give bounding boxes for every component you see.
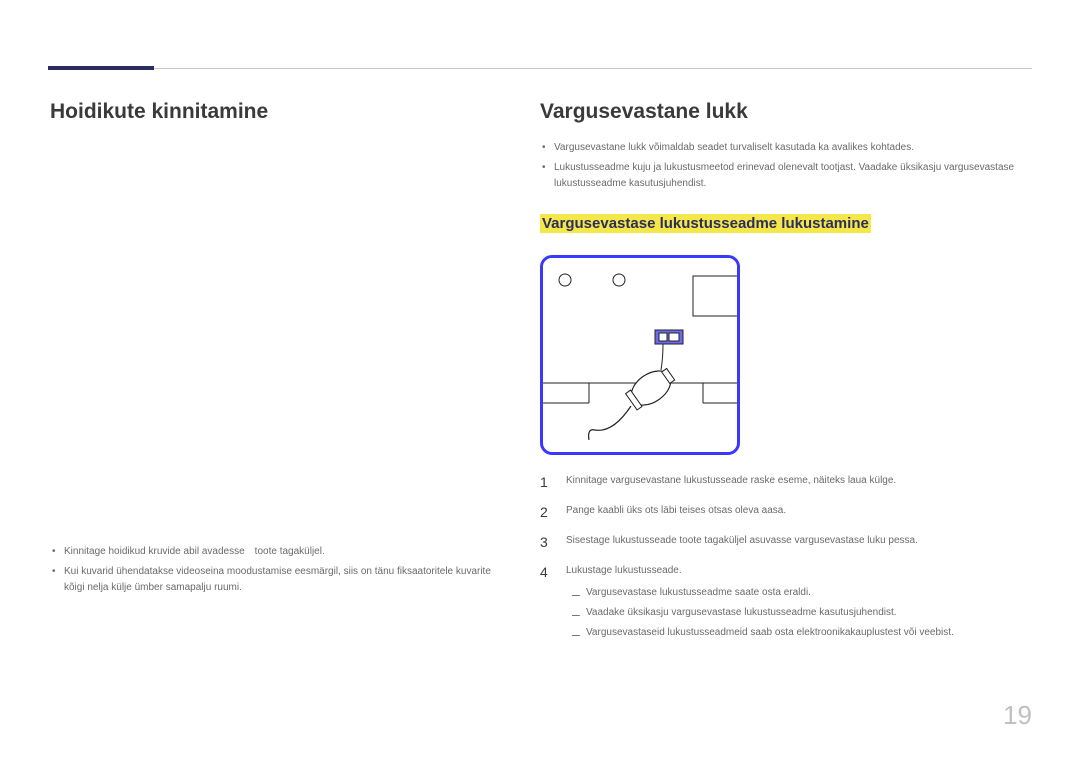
step-item: 1 Kinnitage vargusevastane lukustusseade… — [540, 473, 1030, 489]
left-column: Hoidikute kinnitamine Kinnitage hoidikud… — [50, 100, 510, 600]
left-bullets: Kinnitage hoidikud kruvide abil avadesse… — [50, 544, 510, 596]
header-rule — [48, 68, 1032, 69]
left-bullet-item: Kui kuvarid ühendatakse videoseina moodu… — [50, 564, 510, 596]
right-bullets: Vargusevastane lukk võimaldab seadet tur… — [540, 140, 1030, 192]
note-item: Vaadake üksikasju vargusevastase lukustu… — [566, 605, 1030, 621]
step-text: Lukustage lukustusseade. — [566, 565, 682, 576]
right-subheading: Vargusevastase lukustusseadme lukustamin… — [540, 214, 871, 233]
steps-list: 1 Kinnitage vargusevastane lukustusseade… — [540, 473, 1030, 641]
right-bullet-item: Vargusevastane lukk võimaldab seadet tur… — [540, 140, 1030, 156]
step-text: Sisestage lukustusseade toote tagaküljel… — [566, 535, 918, 546]
step-item: 3 Sisestage lukustusseade toote tagakülj… — [540, 533, 1030, 549]
step-number: 4 — [540, 561, 548, 583]
step-item: 2 Pange kaabli üks ots läbi teises otsas… — [540, 503, 1030, 519]
lock-diagram-svg — [543, 258, 740, 455]
step-number: 1 — [540, 471, 548, 493]
step-number: 2 — [540, 501, 548, 523]
right-bullet-item: Lukustusseadme kuju ja lukustusmeetod er… — [540, 160, 1030, 192]
step-text: Pange kaabli üks ots läbi teises otsas o… — [566, 505, 786, 516]
page-number: 19 — [1003, 700, 1032, 731]
left-bullet-item: Kinnitage hoidikud kruvide abil avadesse… — [50, 544, 510, 560]
right-column: Vargusevastane lukk Vargusevastane lukk … — [540, 100, 1030, 655]
note-item: Vargusevastaseid lukustusseadmeid saab o… — [566, 625, 1030, 641]
header-accent-bar — [48, 66, 154, 70]
step-number: 3 — [540, 531, 548, 553]
step-item: 4 Lukustage lukustusseade. Vargusevastas… — [540, 563, 1030, 641]
lock-diagram — [540, 255, 740, 455]
note-item: Vargusevastase lukustusseadme saate osta… — [566, 585, 1030, 601]
step-text: Kinnitage vargusevastane lukustusseade r… — [566, 475, 896, 486]
right-title: Vargusevastane lukk — [540, 100, 1030, 124]
left-title: Hoidikute kinnitamine — [50, 100, 510, 124]
notes-list: Vargusevastase lukustusseadme saate osta… — [566, 585, 1030, 641]
